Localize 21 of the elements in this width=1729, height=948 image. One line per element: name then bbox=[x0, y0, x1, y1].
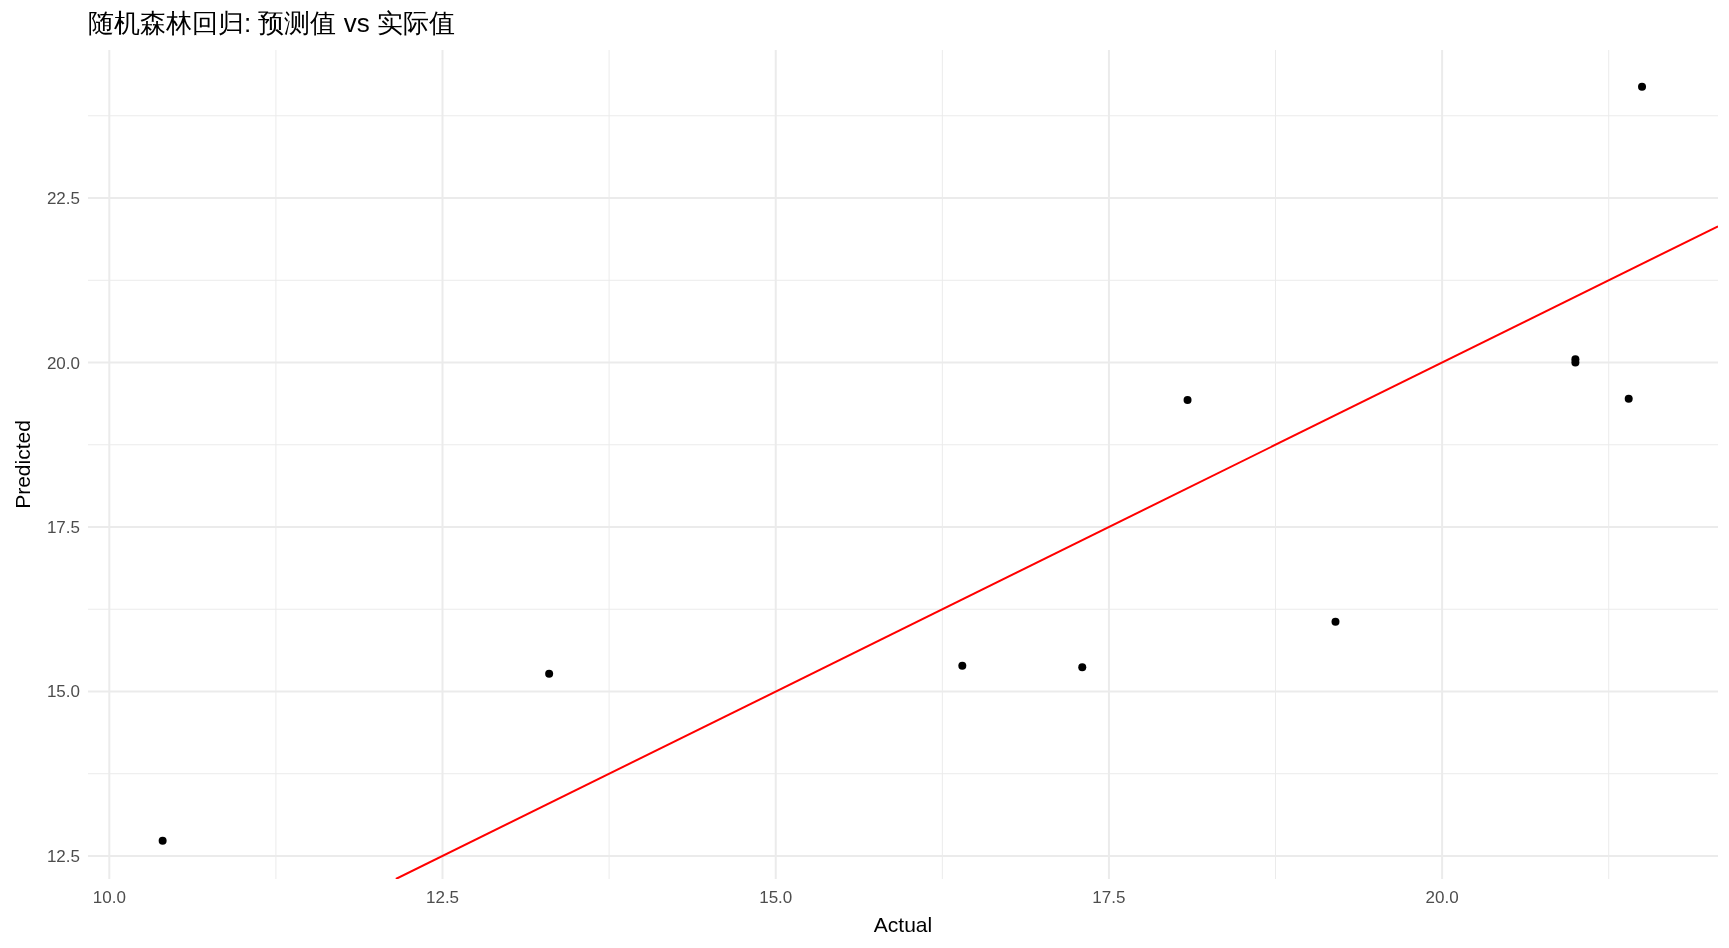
point bbox=[1183, 396, 1192, 405]
y-tick-label: 15.0 bbox=[46, 682, 80, 702]
point bbox=[158, 836, 167, 845]
x-tick-label: 20.0 bbox=[1425, 888, 1459, 907]
point bbox=[958, 661, 967, 670]
y-tick-label: 22.5 bbox=[46, 189, 80, 209]
point bbox=[1624, 394, 1633, 403]
point bbox=[545, 669, 554, 678]
x-tick-label: 10.0 bbox=[92, 888, 126, 907]
y-tick-label: 12.5 bbox=[46, 846, 80, 866]
x-axis-title: Actual bbox=[873, 913, 933, 936]
y-axis-title: Predicted bbox=[11, 420, 34, 509]
point bbox=[1078, 663, 1087, 672]
x-tick-label: 17.5 bbox=[1092, 888, 1126, 907]
y-tick-label: 17.5 bbox=[46, 518, 80, 537]
point bbox=[1638, 82, 1647, 91]
x-tick-label: 15.0 bbox=[759, 888, 793, 907]
point bbox=[1331, 617, 1340, 626]
x-tick-label: 12.5 bbox=[425, 888, 460, 907]
y-tick-label: 20.0 bbox=[46, 353, 80, 373]
chart-title: 随机森林回归: 预测值 vs 实际值 bbox=[88, 8, 455, 38]
